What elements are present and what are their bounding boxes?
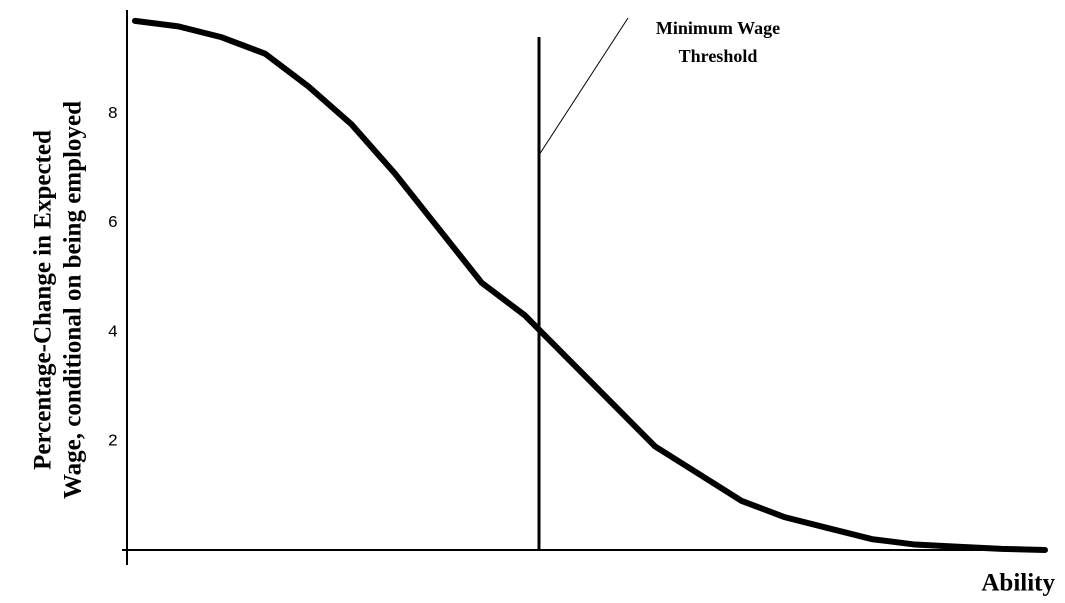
y-tick-label: 4: [108, 323, 118, 342]
y-tick-label: 8: [108, 105, 118, 124]
annotation-leader: [538, 17, 629, 156]
y-tick-label: 2: [108, 432, 118, 451]
line: [132, 17, 1048, 553]
annotation: Threshold: [679, 46, 758, 66]
annotation: Minimum Wage: [656, 18, 780, 38]
y-axis-title: Wage, conditional on being employed: [60, 101, 87, 499]
y-tick-label: 6: [108, 214, 118, 233]
x-axis-title: Ability: [981, 570, 1055, 597]
y-axis-title: Percentage-Change in Expected: [30, 130, 57, 470]
